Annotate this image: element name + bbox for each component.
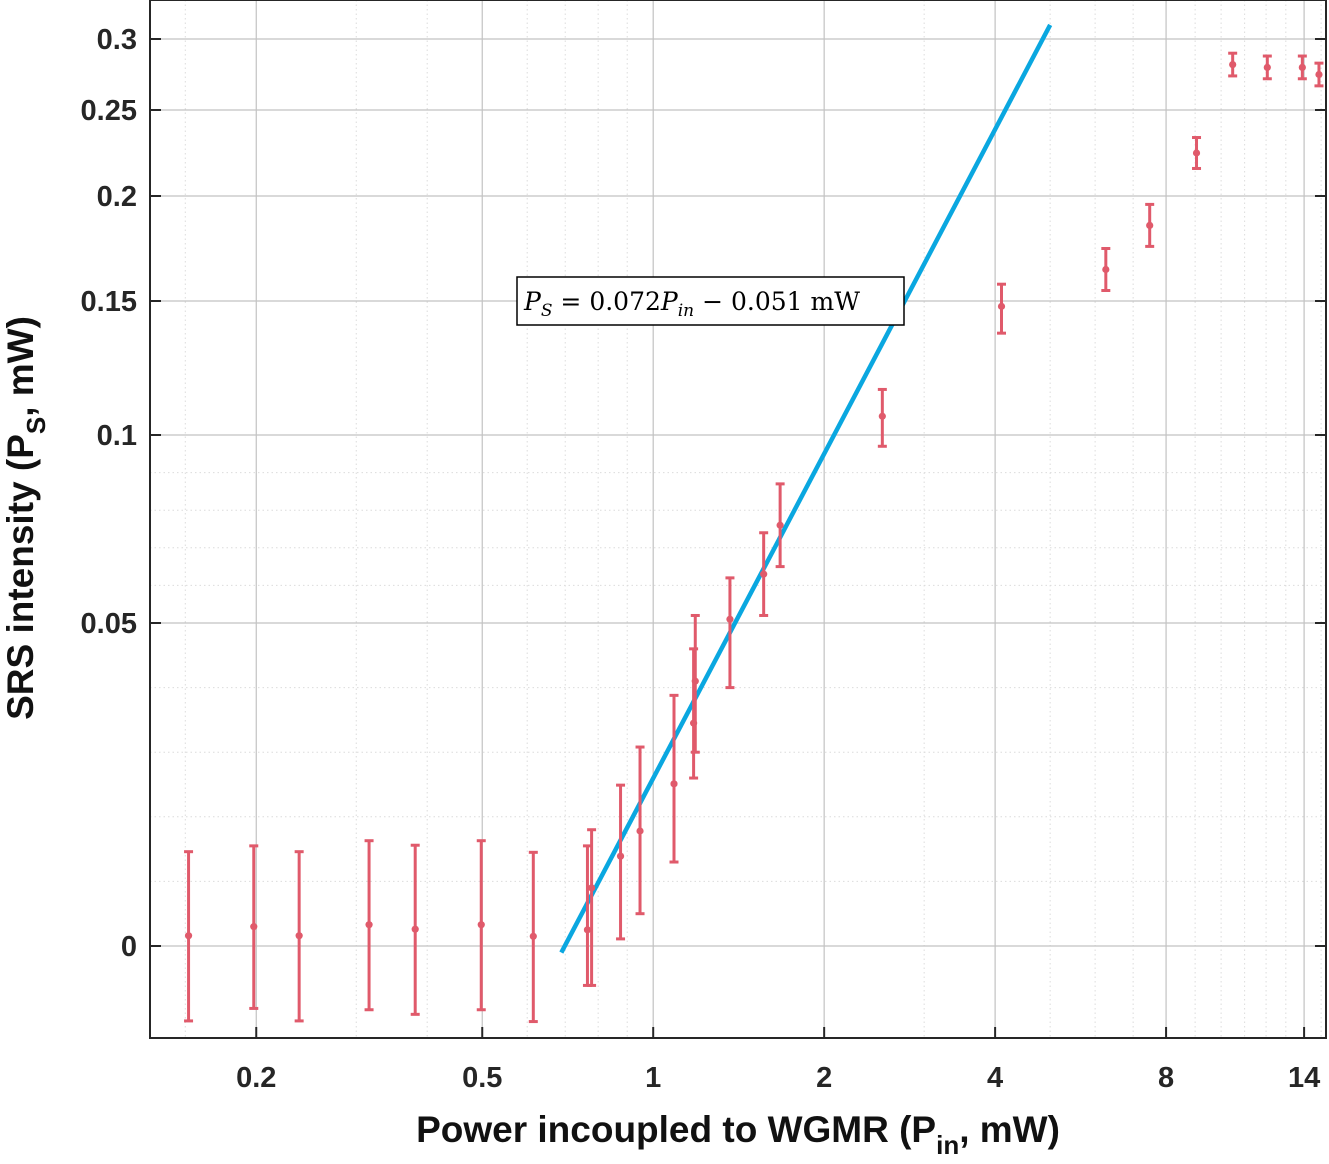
y-axis-ticks: 0 0.05 0.1 0.15 0.2 0.25 0.3	[81, 24, 1326, 963]
data-marker	[776, 521, 784, 529]
data-marker	[1192, 149, 1201, 157]
data-point	[635, 745, 645, 916]
data-marker	[760, 570, 768, 578]
annotation-box	[516, 276, 905, 326]
data-point	[1228, 51, 1238, 78]
annotation-s-subscript: S	[541, 301, 553, 321]
annotation-equals-coefficient: = 0.072	[552, 287, 660, 316]
data-marker	[878, 412, 886, 420]
x-tick-label: 0.5	[462, 1062, 502, 1094]
data-marker	[411, 925, 419, 933]
data-point	[997, 282, 1007, 335]
data-marker	[365, 921, 373, 929]
annotation-p-symbol: P	[523, 287, 542, 316]
data-point	[669, 693, 679, 864]
data-point	[759, 531, 769, 617]
annotation-offset-unit: − 0.051 mW	[694, 287, 860, 316]
plot-frame	[149, 0, 1327, 1039]
y-tick-label: 0.25	[81, 95, 137, 127]
data-points-layer	[184, 51, 1324, 1024]
data-point	[528, 850, 538, 1024]
data-marker	[1146, 221, 1154, 229]
annotation-in-subscript: in	[678, 301, 694, 321]
x-tick-label: 0.2	[236, 1062, 276, 1094]
data-marker	[1315, 70, 1323, 79]
x-axis-title: Power incoupled to WGMR (Pin, mW)	[416, 1109, 1060, 1160]
data-marker	[588, 884, 596, 892]
annotation-text: PS = 0.072Pin − 0.051 mW	[523, 287, 860, 321]
fit-line	[559, 23, 1053, 954]
data-marker	[691, 677, 699, 685]
data-marker	[997, 302, 1006, 310]
data-point	[249, 844, 259, 1010]
data-point	[1192, 136, 1202, 170]
data-point	[476, 839, 486, 1012]
data-point	[1297, 54, 1307, 81]
data-marker	[250, 923, 258, 931]
x-axis-title-subscript: in	[936, 1130, 959, 1160]
y-tick-label: 0.05	[81, 608, 137, 640]
fit-line-layer	[559, 23, 1053, 954]
x-tick-label: 4	[987, 1062, 1003, 1094]
data-marker	[1298, 63, 1306, 71]
plot-area-background	[150, 0, 1326, 1038]
y-axis-title-subscript: S	[21, 417, 51, 434]
x-axis-title-suffix: , mW)	[959, 1109, 1060, 1150]
equation-annotation: PS = 0.072Pin − 0.051 mW	[516, 276, 905, 326]
data-point	[877, 387, 887, 448]
y-tick-label: 0.1	[97, 420, 137, 452]
x-tick-label: 14	[1288, 1062, 1320, 1094]
data-point	[364, 839, 374, 1012]
x-axis-ticks: 0.2 0.5 1 2 4 8 14	[236, 1027, 1320, 1094]
data-marker	[726, 615, 734, 623]
data-point	[690, 613, 700, 754]
data-marker	[184, 932, 193, 940]
y-tick-label: 0	[121, 931, 137, 963]
major-grid	[150, 0, 1326, 1038]
y-axis-title-prefix: SRS intensity (P	[0, 434, 41, 720]
x-tick-label: 2	[816, 1062, 832, 1094]
data-point	[1101, 247, 1111, 292]
x-tick-label: 8	[1158, 1062, 1174, 1094]
data-marker	[636, 827, 644, 835]
x-axis-title-prefix: Power incoupled to WGMR (P	[416, 1109, 936, 1150]
data-marker	[477, 921, 485, 929]
data-marker	[670, 780, 678, 788]
data-point	[587, 828, 597, 987]
data-point	[184, 850, 194, 1023]
data-marker	[616, 852, 625, 860]
data-point	[294, 850, 304, 1023]
data-point	[725, 576, 735, 690]
data-point	[1145, 202, 1155, 248]
y-tick-label: 0.3	[97, 24, 137, 56]
minor-grid	[150, 0, 1326, 1038]
y-tick-label: 0.2	[97, 181, 137, 213]
y-axis-title-suffix: , mW)	[0, 316, 41, 417]
annotation-p-symbol-2: P	[660, 287, 679, 316]
data-point	[616, 783, 626, 941]
data-marker	[1229, 60, 1237, 69]
data-point	[1262, 54, 1272, 81]
plot-area: PS = 0.072Pin − 0.051 mW	[149, 0, 1327, 1039]
data-marker	[529, 932, 537, 940]
data-point	[410, 843, 420, 1016]
x-tick-label: 1	[645, 1062, 661, 1094]
y-tick-label: 0.15	[81, 286, 137, 318]
data-point	[1314, 61, 1324, 88]
data-marker	[1102, 265, 1110, 274]
data-marker	[295, 932, 303, 940]
data-marker	[583, 926, 592, 934]
y-axis-title: SRS intensity (PS, mW)	[0, 316, 51, 720]
data-point	[775, 482, 785, 569]
data-marker	[1263, 63, 1271, 71]
